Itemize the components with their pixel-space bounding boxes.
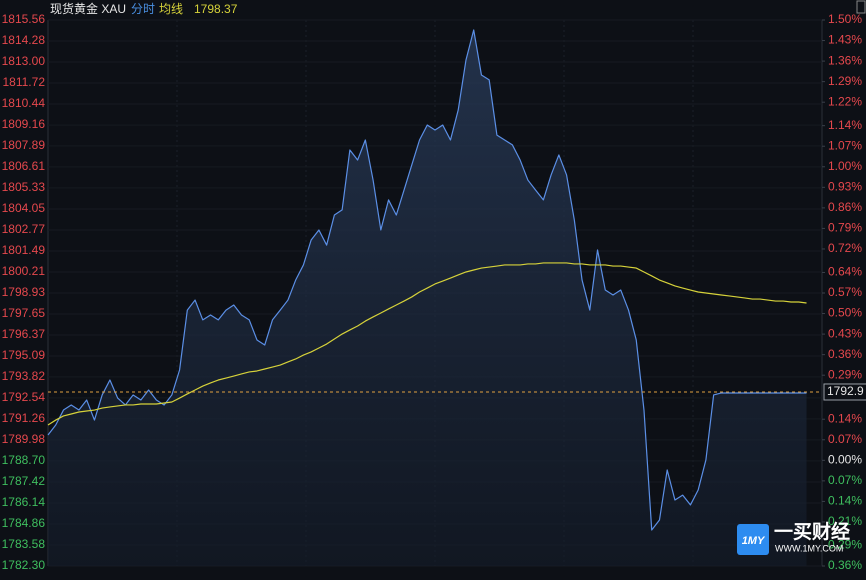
y-tick-label: 1787.42 bbox=[2, 474, 46, 488]
watermark-logo-text: 1MY bbox=[742, 535, 766, 547]
y2-tick-label: 0.29% bbox=[828, 538, 862, 552]
y2-tick-label: 0.14% bbox=[828, 411, 862, 425]
y2-tick-label: 1.29% bbox=[828, 74, 862, 88]
y2-tick-label: 0.00% bbox=[828, 452, 862, 466]
y2-tick-label: 0.43% bbox=[828, 326, 862, 340]
chart-title: 现货黄金 XAU bbox=[50, 1, 126, 16]
y-tick-label: 1815.56 bbox=[2, 12, 46, 26]
y-tick-label: 1788.70 bbox=[2, 453, 46, 467]
y-tick-label: 1813.00 bbox=[2, 54, 46, 68]
y2-tick-label: 0.07% bbox=[828, 473, 862, 487]
y2-tick-label: 0.29% bbox=[828, 367, 862, 381]
y-tick-label: 1793.82 bbox=[2, 369, 46, 383]
y2-tick-label: 0.79% bbox=[828, 221, 862, 235]
legend-value: 1798.37 bbox=[194, 2, 238, 16]
y2-tick-label: 1.36% bbox=[828, 53, 862, 67]
y2-tick-label: 0.14% bbox=[828, 494, 862, 508]
y-tick-label: 1796.37 bbox=[2, 327, 46, 341]
legend-entry: 均线 bbox=[159, 2, 183, 16]
watermark-name: 一买财经 bbox=[774, 520, 850, 543]
watermark-url: WWW.1MY.COM bbox=[775, 543, 843, 553]
y-tick-label: 1786.14 bbox=[2, 495, 46, 509]
y2-tick-label: 0.50% bbox=[828, 306, 862, 320]
y2-tick-label: 1.07% bbox=[828, 138, 862, 152]
y2-tick-label: 0.07% bbox=[828, 432, 862, 446]
plot bbox=[47, 29, 822, 566]
price-line bbox=[47, 29, 807, 531]
y-tick-label: 1797.65 bbox=[2, 306, 46, 320]
y-tick-label: 1814.28 bbox=[2, 33, 46, 47]
y2-tick-label: 0.72% bbox=[828, 241, 862, 255]
y-tick-label: 1810.44 bbox=[2, 96, 46, 110]
y2-tick-label: 0.36% bbox=[828, 558, 862, 572]
y2-tick-label: 1.14% bbox=[828, 118, 862, 132]
y2-tick-label: 0.36% bbox=[828, 347, 862, 361]
y-tick-label: 1792.54 bbox=[2, 390, 46, 404]
y2-tick-label: 1.00% bbox=[828, 159, 862, 173]
y2-tick-label: 0.64% bbox=[828, 265, 862, 279]
y2-tick-label: 1.50% bbox=[828, 12, 862, 26]
y-tick-label: 1798.93 bbox=[2, 285, 46, 299]
last-price-label: 1792.9 bbox=[827, 384, 864, 398]
y2-tick-label: 1.22% bbox=[828, 94, 862, 108]
y-tick-label: 1811.72 bbox=[3, 75, 46, 89]
y-tick-label: 1783.58 bbox=[2, 537, 46, 551]
axes: 1815.56 1814.28 1813.00 1811.72 1810.44 1809.… bbox=[2, 12, 866, 572]
watermark: 1MY 一买财经 WWW.1MY.COM bbox=[737, 520, 850, 555]
watermark-logo bbox=[737, 524, 769, 555]
y-tick-label: 1807.89 bbox=[2, 138, 46, 152]
legend-entry: 分时 bbox=[131, 2, 155, 16]
y2-tick-label: 0.57% bbox=[828, 285, 862, 299]
average-line bbox=[47, 262, 807, 426]
y2-tick-label: 0.21% bbox=[828, 514, 862, 528]
y2-tick-label: 1.43% bbox=[828, 33, 862, 47]
y-tick-label: 1789.98 bbox=[2, 432, 46, 446]
y-tick-label: 1800.21 bbox=[2, 264, 46, 278]
y2-tick-label: 0.93% bbox=[828, 179, 862, 193]
y-tick-label: 1795.09 bbox=[2, 348, 46, 362]
y-tick-label: 1801.49 bbox=[2, 243, 46, 257]
y-tick-label: 1802.77 bbox=[2, 222, 46, 236]
y-tick-label: 1805.33 bbox=[2, 180, 46, 194]
y2-tick-label: 0.86% bbox=[828, 200, 862, 214]
y-tick-label: 1804.05 bbox=[2, 201, 46, 215]
y-tick-label: 1782.30 bbox=[2, 558, 46, 572]
y-tick-label: 1806.61 bbox=[2, 159, 46, 173]
price-area bbox=[48, 30, 807, 566]
corner-icon bbox=[856, 0, 866, 14]
y-tick-label: 1791.26 bbox=[2, 411, 46, 425]
last-price-tag bbox=[823, 383, 866, 401]
y-tick-label: 1784.86 bbox=[2, 516, 46, 530]
y-tick-label: 1809.16 bbox=[2, 117, 46, 131]
